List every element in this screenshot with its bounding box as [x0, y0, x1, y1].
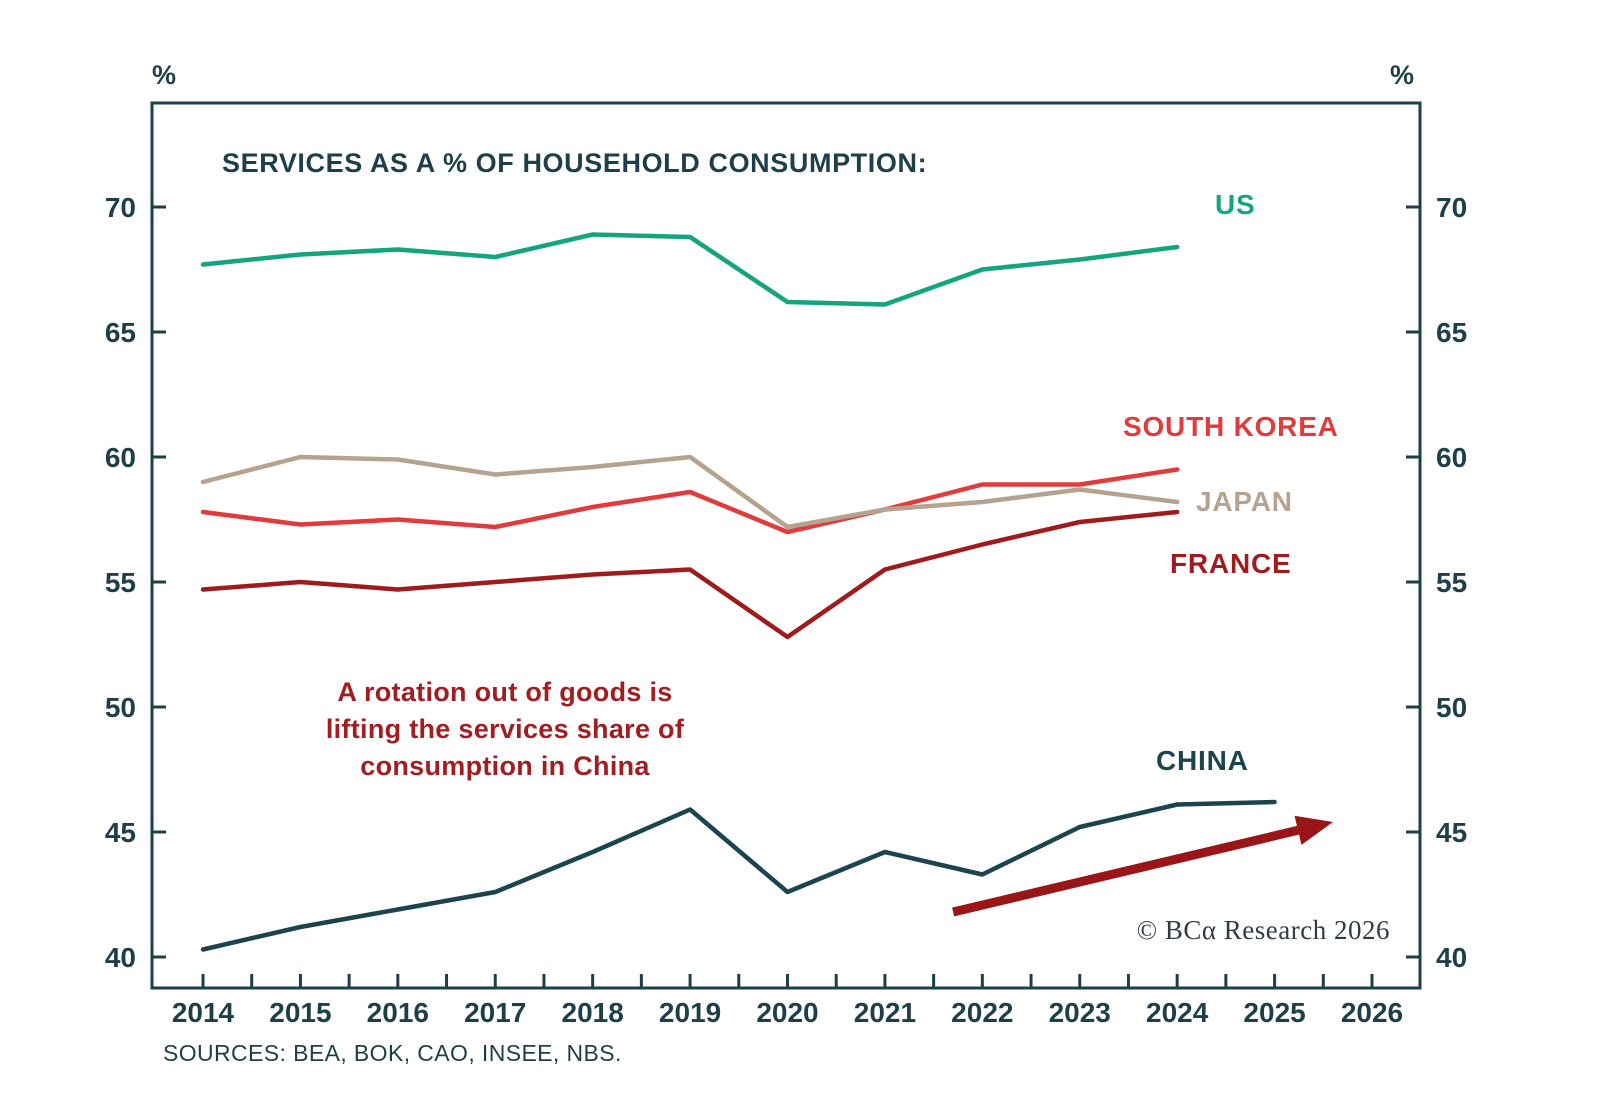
y-tick-label: 40	[1436, 942, 1467, 973]
x-tick-label: 2015	[269, 997, 331, 1028]
chart-title: SERVICES AS A % OF HOUSEHOLD CONSUMPTION…	[222, 148, 928, 178]
series-label-us: US	[1215, 189, 1256, 220]
x-tick-label: 2016	[367, 997, 429, 1028]
copyright-note: © BCα Research 2026	[1136, 915, 1390, 945]
x-tick-label: 2017	[464, 997, 526, 1028]
trend-arrow-head	[1294, 815, 1334, 845]
y-tick-label: 60	[1436, 442, 1467, 473]
x-tick-label: 2026	[1341, 997, 1403, 1028]
y-tick-label: 40	[105, 942, 136, 973]
series-line-south-korea	[200, 467, 1180, 535]
x-tick-label: 2024	[1146, 997, 1209, 1028]
x-tick-label: 2021	[854, 997, 916, 1028]
x-tick-label: 2014	[172, 997, 235, 1028]
series-line-japan	[200, 454, 1180, 530]
y-tick-label: 50	[1436, 692, 1467, 723]
y-axis-unit-left: %	[152, 60, 177, 90]
y-axis-unit-right: %	[1390, 60, 1415, 90]
series-label-france: FRANCE	[1170, 548, 1292, 579]
x-tick-label: 2018	[562, 997, 624, 1028]
series-line-france	[200, 509, 1180, 640]
x-tick-label: 2020	[756, 997, 818, 1028]
series-label-south-korea: SOUTH KOREA	[1123, 411, 1339, 442]
y-tick-label: 55	[105, 567, 136, 598]
plot-border	[150, 101, 1422, 990]
y-tick-label: 45	[1436, 817, 1467, 848]
series-label-china: CHINA	[1156, 745, 1249, 776]
y-tick-label: 70	[105, 192, 136, 223]
y-tick-label: 50	[105, 692, 136, 723]
x-tick-label: 2019	[659, 997, 721, 1028]
y-tick-label: 55	[1436, 567, 1467, 598]
sources-note: SOURCES: BEA, BOK, CAO, INSEE, NBS.	[163, 1040, 622, 1066]
series-line-china	[200, 799, 1277, 952]
y-tick-label: 70	[1436, 192, 1467, 223]
y-tick-label: 65	[105, 317, 136, 348]
annotation-line: consumption in China	[360, 751, 650, 781]
x-tick-label: 2023	[1049, 997, 1111, 1028]
annotation-text: A rotation out of goods is lifting the s…	[298, 674, 712, 785]
x-tick-label: 2025	[1243, 997, 1305, 1028]
annotation-line: lifting the services share of	[325, 714, 685, 744]
annotation-line: A rotation out of goods is	[337, 677, 673, 707]
y-tick-label: 60	[105, 442, 136, 473]
trend-arrow-shaft	[952, 825, 1300, 917]
y-tick-label: 65	[1436, 317, 1467, 348]
series-label-japan: JAPAN	[1196, 486, 1293, 517]
series-line-us	[200, 232, 1180, 307]
y-tick-label: 45	[105, 817, 136, 848]
x-tick-label: 2022	[951, 997, 1013, 1028]
